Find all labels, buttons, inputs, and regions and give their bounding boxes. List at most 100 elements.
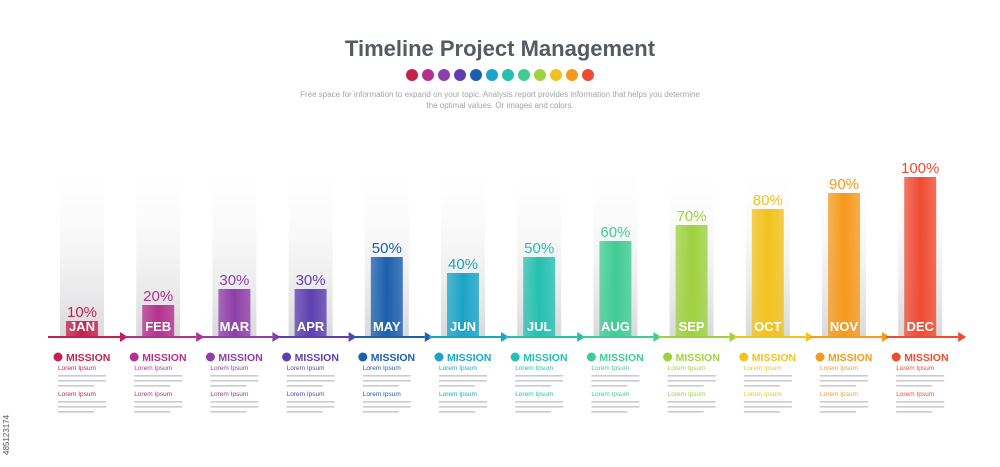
placeholder-line bbox=[210, 385, 247, 387]
lorem-label: Lorem Ipsum bbox=[744, 391, 782, 398]
placeholder-line bbox=[439, 401, 487, 403]
placeholder-line bbox=[515, 411, 552, 413]
placeholder-line bbox=[667, 411, 704, 413]
mission-dot bbox=[663, 352, 673, 362]
lorem-label: Lorem Ipsum bbox=[134, 365, 172, 372]
placeholder-line bbox=[362, 406, 411, 408]
placeholder-line bbox=[58, 380, 106, 382]
timeline-arrow-head bbox=[272, 332, 281, 342]
placeholder-line bbox=[743, 406, 792, 408]
mission-label: MISSION bbox=[142, 352, 186, 364]
bar-apr bbox=[294, 289, 327, 337]
placeholder-line bbox=[210, 401, 259, 403]
lorem-label: Lorem Ipsum bbox=[744, 365, 782, 372]
placeholder-line bbox=[743, 401, 792, 403]
bar-dec bbox=[904, 177, 937, 337]
placeholder-line bbox=[591, 380, 640, 382]
placeholder-line bbox=[286, 380, 335, 382]
lorem-label: Lorem Ipsum bbox=[820, 391, 858, 398]
placeholder-line bbox=[515, 385, 552, 387]
mission-dot bbox=[510, 352, 520, 362]
bar-oct bbox=[751, 209, 784, 337]
bar-jun bbox=[447, 273, 479, 337]
mission-label: MISSION bbox=[371, 352, 415, 364]
lorem-label: Lorem Ipsum bbox=[591, 365, 629, 372]
placeholder-line bbox=[134, 375, 183, 377]
lorem-label: Lorem Ipsum bbox=[287, 391, 325, 398]
color-dot bbox=[550, 69, 562, 81]
timeline-arrow-head bbox=[577, 332, 586, 342]
placeholder-line bbox=[210, 406, 259, 408]
color-dot bbox=[438, 69, 450, 81]
placeholder-line bbox=[134, 380, 183, 382]
mission-dot bbox=[358, 352, 368, 362]
timeline-arrow-head bbox=[653, 332, 662, 342]
mission-dot bbox=[586, 352, 596, 362]
month-label: MAR bbox=[220, 319, 250, 334]
value-label: 50% bbox=[372, 240, 402, 257]
placeholder-line bbox=[362, 411, 399, 413]
timeline-arrow-head bbox=[729, 332, 738, 342]
month-label: AUG bbox=[601, 319, 630, 334]
placeholder-line bbox=[896, 406, 945, 408]
placeholder-line bbox=[286, 375, 335, 377]
lorem-label: Lorem Ipsum bbox=[210, 365, 248, 372]
placeholder-line bbox=[439, 406, 487, 408]
placeholder-line bbox=[896, 375, 945, 377]
placeholder-line bbox=[820, 401, 868, 403]
month-label: FEB bbox=[145, 319, 171, 334]
placeholder-line bbox=[439, 380, 487, 382]
lorem-label: Lorem Ipsum bbox=[58, 391, 96, 398]
placeholder-line bbox=[286, 385, 323, 387]
color-dot bbox=[582, 69, 594, 81]
page-title: Timeline Project Management bbox=[344, 36, 656, 61]
placeholder-line bbox=[667, 380, 716, 382]
mission-label: MISSION bbox=[523, 352, 567, 364]
placeholder-line bbox=[591, 375, 640, 377]
lorem-label: Lorem Ipsum bbox=[668, 365, 706, 372]
placeholder-line bbox=[820, 411, 856, 413]
placeholder-line bbox=[743, 375, 792, 377]
mission-dot bbox=[815, 352, 825, 362]
value-label: 30% bbox=[219, 272, 249, 289]
bar-may bbox=[370, 257, 403, 337]
lorem-label: Lorem Ipsum bbox=[591, 391, 629, 398]
month-label: APR bbox=[297, 319, 325, 334]
placeholder-line bbox=[210, 380, 259, 382]
month-label: JUN bbox=[450, 319, 476, 334]
placeholder-line bbox=[896, 401, 945, 403]
mission-label: MISSION bbox=[66, 352, 110, 364]
placeholder-line bbox=[362, 380, 411, 382]
month-label: MAY bbox=[373, 319, 401, 334]
color-dot bbox=[534, 69, 546, 81]
value-label: 20% bbox=[143, 288, 173, 305]
placeholder-line bbox=[515, 375, 564, 377]
placeholder-line bbox=[286, 401, 335, 403]
placeholder-line bbox=[896, 380, 945, 382]
lorem-label: Lorem Ipsum bbox=[896, 365, 934, 372]
value-label: 80% bbox=[753, 192, 783, 209]
mission-label: MISSION bbox=[218, 352, 262, 364]
mission-label: MISSION bbox=[599, 352, 643, 364]
bar-track bbox=[60, 160, 104, 337]
color-dot bbox=[566, 69, 578, 81]
mission-label: MISSION bbox=[752, 352, 796, 364]
placeholder-line bbox=[58, 385, 94, 387]
mission-dot bbox=[205, 352, 215, 362]
lorem-label: Lorem Ipsum bbox=[363, 391, 401, 398]
lorem-label: Lorem Ipsum bbox=[439, 391, 477, 398]
lorem-label: Lorem Ipsum bbox=[134, 391, 172, 398]
month-label: OCT bbox=[754, 319, 782, 334]
timeline-arrow-head bbox=[348, 332, 357, 342]
bar-jul bbox=[523, 257, 556, 337]
color-dot bbox=[518, 69, 530, 81]
placeholder-line bbox=[743, 411, 780, 413]
placeholder-line bbox=[820, 406, 868, 408]
bar-sep bbox=[675, 225, 708, 337]
value-label: 30% bbox=[296, 272, 326, 289]
placeholder-line bbox=[439, 385, 475, 387]
placeholder-line bbox=[515, 380, 564, 382]
lorem-label: Lorem Ipsum bbox=[210, 391, 248, 398]
timeline-arrow-head bbox=[805, 332, 814, 342]
placeholder-line bbox=[591, 411, 628, 413]
